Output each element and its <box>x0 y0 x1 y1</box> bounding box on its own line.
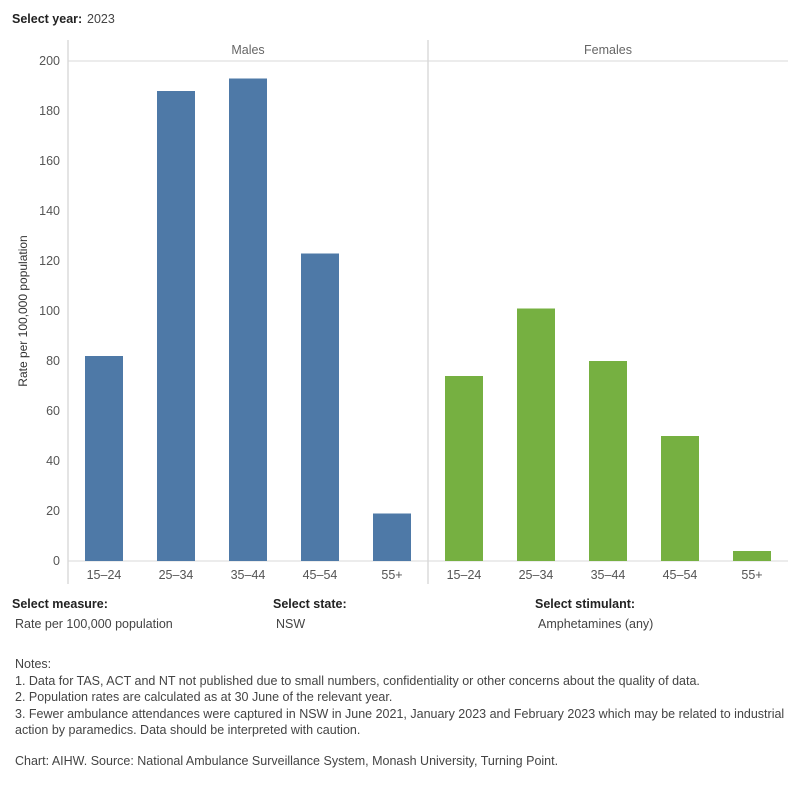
notes-section: Notes: 1. Data for TAS, ACT and NT not p… <box>15 656 785 739</box>
x-tick-label: 15–24 <box>447 568 482 582</box>
y-axis-label: Rate per 100,000 population <box>16 235 30 386</box>
x-tick-label: 25–34 <box>519 568 554 582</box>
x-tick-label: 35–44 <box>591 568 626 582</box>
stimulant-filter-value[interactable]: Amphetamines (any) <box>538 617 654 631</box>
state-filter[interactable]: Select state: NSW <box>273 595 347 631</box>
bar-females-2 <box>589 361 627 561</box>
y-tick-label: 160 <box>39 154 60 168</box>
panel-title: Females <box>584 43 632 57</box>
y-tick-label: 200 <box>39 54 60 68</box>
y-tick-label: 100 <box>39 304 60 318</box>
x-tick-label: 45–54 <box>303 568 338 582</box>
bar-males-3 <box>301 253 339 561</box>
bar-males-4 <box>373 513 411 561</box>
y-tick-label: 180 <box>39 104 60 118</box>
y-tick-label: 40 <box>46 454 60 468</box>
x-tick-label: 35–44 <box>231 568 266 582</box>
measure-filter-label: Select measure: <box>12 597 108 611</box>
x-tick-label: 55+ <box>381 568 402 582</box>
y-tick-label: 140 <box>39 204 60 218</box>
x-tick-label: 15–24 <box>87 568 122 582</box>
chart-source: Chart: AIHW. Source: National Ambulance … <box>15 754 559 768</box>
bar-chart: 0 20 40 60 80 100 120 140 160 180 200 Rate per 100,… <box>16 40 788 584</box>
bar-females-4 <box>733 551 771 561</box>
notes-title: Notes: <box>15 657 52 671</box>
bar-males-0 <box>85 356 123 561</box>
y-tick-label: 120 <box>39 254 60 268</box>
state-filter-value[interactable]: NSW <box>276 617 306 631</box>
x-tick-label: 45–54 <box>663 568 698 582</box>
bar-females-1 <box>517 308 555 561</box>
measure-filter[interactable]: Select measure: Rate per 100,000 populat… <box>12 595 173 631</box>
note-line: 2. Population rates are calculated as at… <box>15 690 393 704</box>
year-filter-label: Select year: <box>12 12 83 26</box>
x-tick-label: 55+ <box>741 568 762 582</box>
bar-females-0 <box>445 376 483 561</box>
note-line: 3. Fewer ambulance attendances were capt… <box>15 706 785 738</box>
year-filter-value[interactable]: 2023 <box>87 12 115 26</box>
bar-males-1 <box>157 91 195 561</box>
bar-males-2 <box>229 78 267 561</box>
y-tick-label: 0 <box>53 554 60 568</box>
note-line: 1. Data for TAS, ACT and NT not publishe… <box>15 673 700 688</box>
state-filter-label: Select state: <box>273 597 347 611</box>
y-tick-label: 60 <box>46 404 60 418</box>
stimulant-filter-label: Select stimulant: <box>535 597 636 611</box>
y-tick-label: 20 <box>46 504 60 518</box>
y-tick-label: 80 <box>46 354 60 368</box>
panel-title: Males <box>231 43 264 57</box>
measure-filter-value[interactable]: Rate per 100,000 population <box>15 617 173 631</box>
x-tick-label: 25–34 <box>159 568 194 582</box>
bar-females-3 <box>661 436 699 561</box>
stimulant-filter[interactable]: Select stimulant: Amphetamines (any) <box>535 595 653 631</box>
